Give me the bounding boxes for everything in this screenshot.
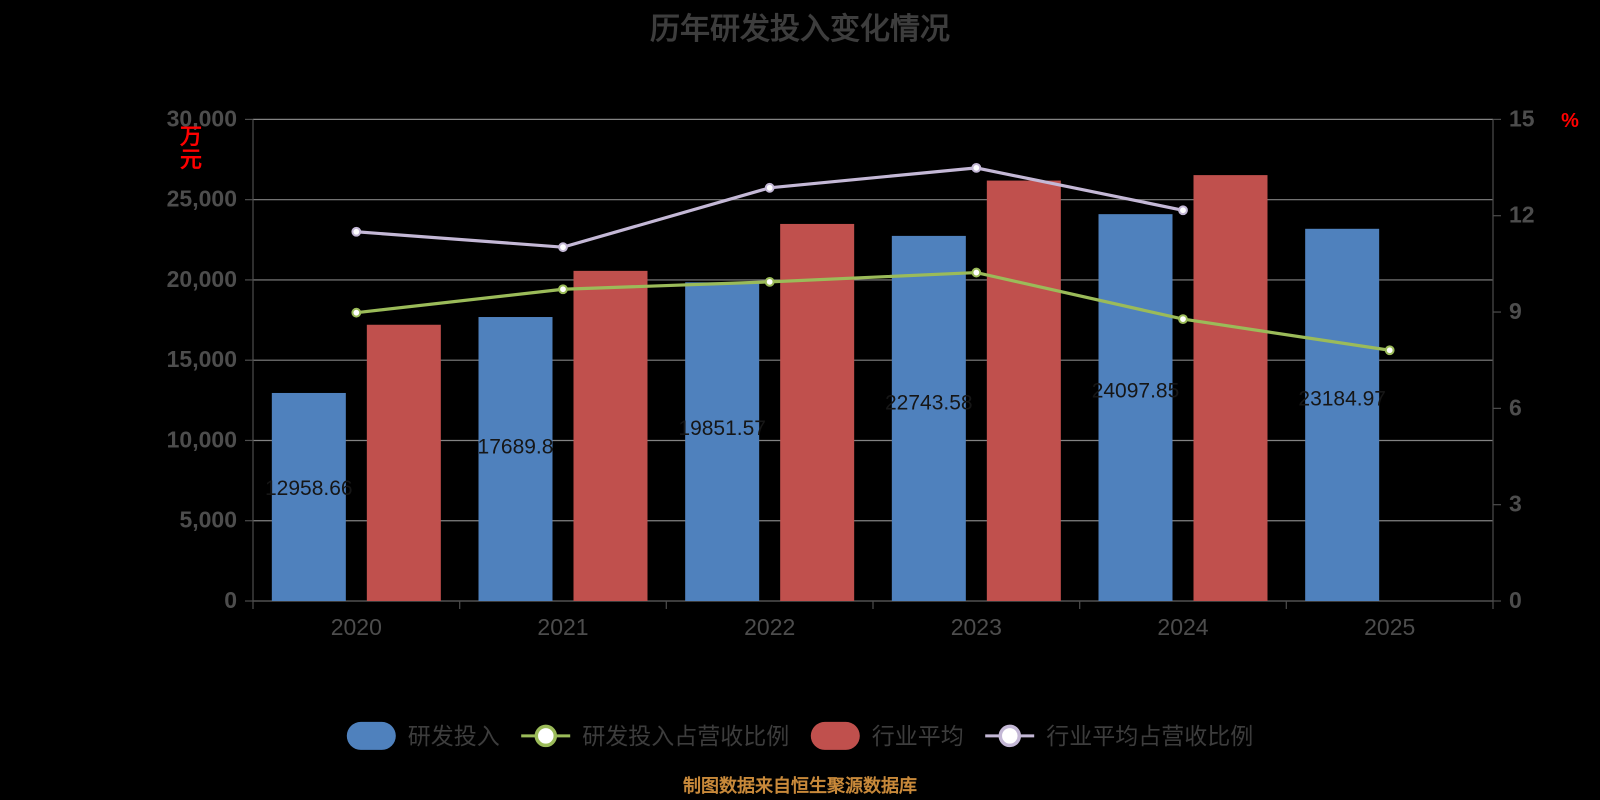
svg-text:行业平均: 行业平均 [872,723,964,749]
svg-text:2022: 2022 [744,614,795,640]
svg-text:9: 9 [1509,298,1522,324]
svg-text:0: 0 [1509,587,1522,613]
svg-text:2025: 2025 [1364,614,1415,640]
svg-text:2024: 2024 [1157,614,1208,640]
svg-text:19851.57: 19851.57 [678,417,766,440]
svg-text:24097.85: 24097.85 [1092,380,1180,403]
svg-text:2023: 2023 [951,614,1002,640]
svg-text:10,000: 10,000 [167,426,237,452]
svg-text:5,000: 5,000 [179,507,237,533]
svg-text:%: % [1561,110,1579,132]
svg-text:12958.66: 12958.66 [265,477,353,500]
svg-text:15,000: 15,000 [167,346,237,372]
svg-text:12: 12 [1509,202,1535,228]
svg-text:行业平均占营收比例: 行业平均占营收比例 [1046,723,1253,749]
svg-text:研发投入占营收比例: 研发投入占营收比例 [582,723,789,749]
svg-text:2021: 2021 [537,614,588,640]
svg-text:研发投入: 研发投入 [408,723,500,749]
svg-text:2020: 2020 [331,614,382,640]
svg-text:15: 15 [1509,105,1535,131]
svg-text:23184.97: 23184.97 [1298,388,1386,411]
svg-text:17689.8: 17689.8 [478,436,554,459]
svg-text:6: 6 [1509,394,1522,420]
svg-text:0: 0 [224,587,237,613]
svg-text:20,000: 20,000 [167,266,237,292]
svg-text:元: 元 [180,147,202,172]
svg-text:万: 万 [179,124,202,149]
svg-text:22743.58: 22743.58 [885,392,973,415]
svg-text:3: 3 [1509,491,1522,517]
svg-text:25,000: 25,000 [167,186,237,212]
